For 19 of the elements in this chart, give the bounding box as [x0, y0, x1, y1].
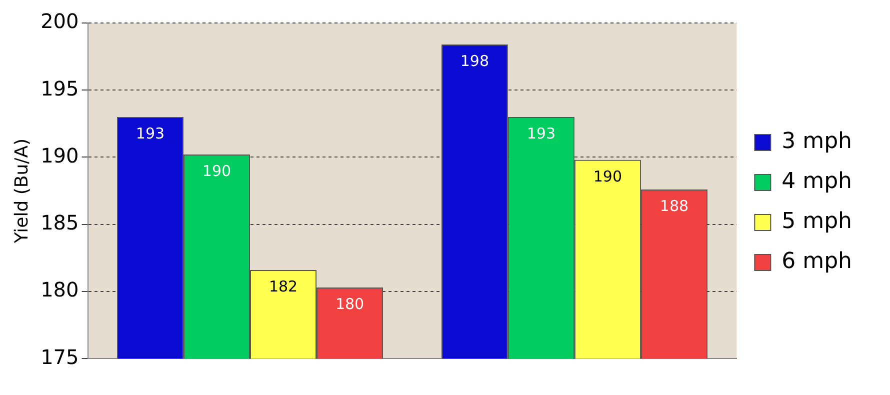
data-label: 190	[202, 162, 232, 180]
legend-label: 3 mph	[782, 129, 852, 154]
data-label: 180	[335, 294, 364, 313]
data-label: 190	[593, 167, 622, 186]
data-label: 198	[460, 52, 489, 70]
data-label: 193	[136, 124, 165, 142]
legend-label: 4 mph	[782, 169, 852, 194]
data-label: 188	[660, 196, 689, 215]
y-axis-title: Yield (Bu/A)	[11, 138, 32, 244]
y-tick-label: 195	[40, 76, 79, 100]
data-label: 193	[526, 124, 556, 142]
y-tick-label: 180	[40, 278, 79, 302]
legend-label: 5 mph	[782, 209, 852, 234]
y-tick-label: 190	[40, 143, 79, 168]
legend-label: 6 mph	[782, 249, 852, 274]
y-tick-label: 175	[40, 344, 79, 369]
y-tick-label: 200	[40, 9, 79, 34]
data-label: 182	[268, 277, 298, 296]
y-tick-label: 185	[40, 210, 79, 235]
